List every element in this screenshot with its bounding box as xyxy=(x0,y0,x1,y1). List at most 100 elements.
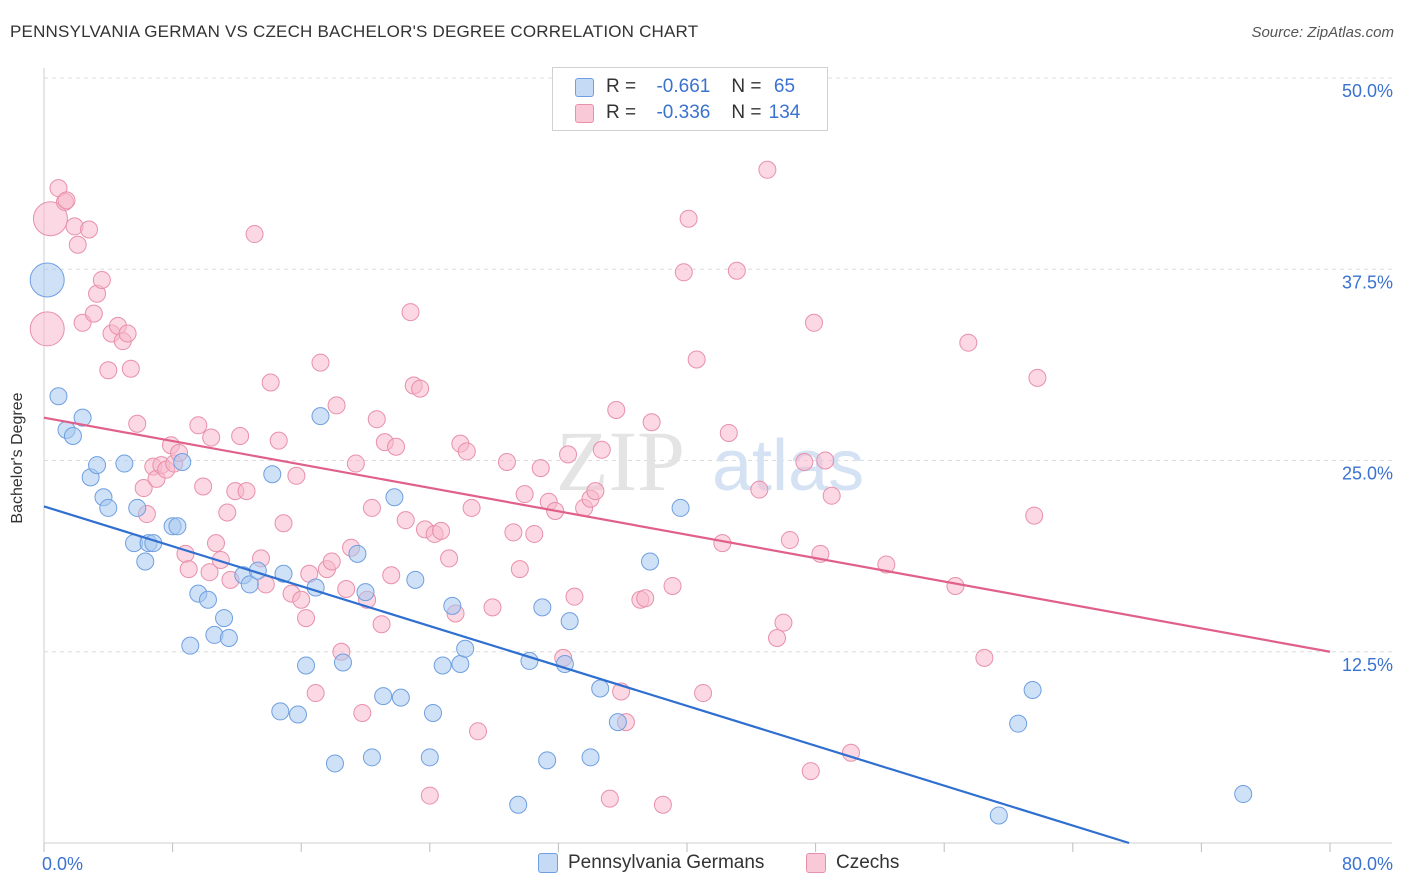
data-point xyxy=(68,235,87,254)
data-point xyxy=(274,514,293,533)
data-point xyxy=(322,552,341,571)
n-value: 65 xyxy=(773,76,796,97)
data-point xyxy=(515,485,534,504)
y-tick-label: 50.0% xyxy=(1342,81,1393,101)
data-point xyxy=(218,503,237,522)
data-point xyxy=(396,511,415,530)
data-point xyxy=(451,654,470,673)
data-point xyxy=(510,560,529,579)
data-point xyxy=(231,427,250,446)
data-point xyxy=(975,648,994,667)
data-point xyxy=(29,311,65,347)
y-tick-label: 25.0% xyxy=(1342,464,1393,484)
data-point xyxy=(57,191,76,210)
data-point xyxy=(679,209,698,228)
data-point xyxy=(469,722,488,741)
grid-lines xyxy=(44,77,1392,653)
pennsylvania-germans-legend-swatch xyxy=(538,853,558,873)
x-tick-label: 0.0% xyxy=(42,854,83,874)
data-point xyxy=(401,303,420,322)
data-point xyxy=(411,379,430,398)
data-point xyxy=(433,656,452,675)
n-label: N = xyxy=(731,76,762,97)
data-point xyxy=(440,549,459,568)
data-point xyxy=(337,580,356,599)
data-point xyxy=(671,498,690,517)
data-point xyxy=(237,482,256,501)
data-point xyxy=(591,679,610,698)
data-point xyxy=(462,498,481,517)
data-point xyxy=(877,555,896,574)
data-point xyxy=(391,688,410,707)
data-point xyxy=(168,517,187,536)
data-point xyxy=(88,456,107,475)
n-label: N = xyxy=(731,102,762,123)
data-point xyxy=(538,751,557,770)
x-tick-label: 80.0% xyxy=(1342,854,1393,874)
data-point xyxy=(374,687,393,706)
correlation-legend: R = -0.661 N = 65 R = -0.336 N = 134 xyxy=(552,67,828,131)
data-point xyxy=(959,333,978,352)
data-point xyxy=(99,361,118,380)
data-point xyxy=(263,465,282,484)
data-point xyxy=(198,590,217,609)
data-point xyxy=(586,482,605,501)
data-point xyxy=(504,523,523,542)
data-point xyxy=(80,220,99,239)
data-point xyxy=(608,713,627,732)
czechs-legend-label: Czechs xyxy=(836,852,900,873)
data-point xyxy=(663,576,682,595)
data-point xyxy=(179,560,198,579)
source-label: Source: ZipAtlas.com xyxy=(1251,24,1394,41)
data-point xyxy=(687,350,706,369)
data-point xyxy=(356,583,375,602)
data-point xyxy=(73,408,92,427)
data-point xyxy=(641,552,660,571)
data-point xyxy=(200,563,219,582)
trend-lines xyxy=(43,416,1331,845)
data-point xyxy=(128,414,147,433)
data-point xyxy=(202,428,221,447)
data-point xyxy=(219,628,238,647)
data-point xyxy=(822,486,841,505)
data-point xyxy=(559,445,578,464)
data-point xyxy=(136,552,155,571)
data-point xyxy=(560,612,579,631)
data-point xyxy=(311,407,330,426)
data-point xyxy=(92,270,111,289)
data-point xyxy=(385,488,404,507)
data-point xyxy=(581,748,600,767)
legend-row-czechs: R = -0.336 N = 134 xyxy=(575,102,808,124)
data-point xyxy=(989,806,1008,825)
pennsylvania-germans-legend-label: Pennsylvania Germans xyxy=(568,852,765,873)
bottom-legend-czechs: Czechs xyxy=(806,852,899,874)
data-point xyxy=(367,410,386,429)
watermark: ZIP atlas xyxy=(556,413,864,509)
r-label: R = xyxy=(606,76,637,97)
data-point xyxy=(497,453,516,472)
data-point xyxy=(346,454,365,473)
r-value: -0.336 xyxy=(656,102,711,123)
data-point xyxy=(1028,368,1047,387)
watermark-zip: ZIP xyxy=(556,413,685,509)
axes xyxy=(43,68,1392,852)
data-point xyxy=(483,598,502,617)
data-point xyxy=(118,324,137,343)
data-point xyxy=(607,401,626,420)
data-point xyxy=(128,498,147,517)
data-point xyxy=(387,437,406,456)
data-point xyxy=(424,703,443,722)
data-point xyxy=(215,609,234,628)
data-point xyxy=(194,477,213,496)
data-point xyxy=(297,609,316,628)
data-point xyxy=(372,615,391,634)
n-value: 134 xyxy=(768,102,801,123)
legend-row-pennsylvania-germans: R = -0.661 N = 65 xyxy=(575,76,808,98)
data-point xyxy=(780,531,799,550)
data-point xyxy=(181,636,200,655)
data-point xyxy=(750,480,769,499)
czechs-trend-line xyxy=(43,416,1331,653)
data-point xyxy=(727,261,746,280)
data-point xyxy=(288,705,307,724)
data-point xyxy=(653,795,672,814)
